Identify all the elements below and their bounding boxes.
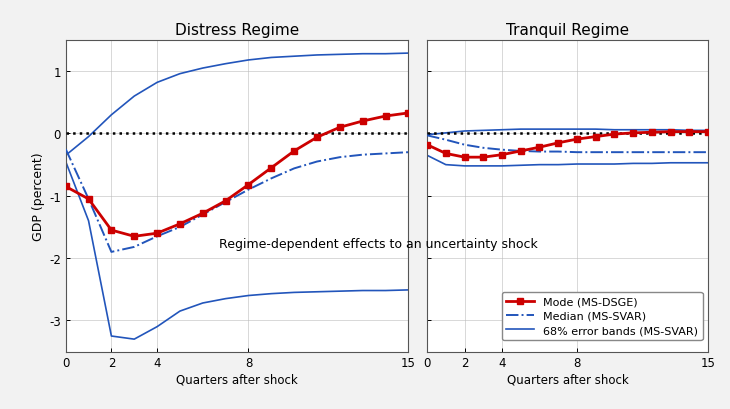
Title: Tranquil Regime: Tranquil Regime	[506, 23, 629, 38]
X-axis label: Quarters after shock: Quarters after shock	[176, 372, 298, 385]
Legend: Mode (MS-DSGE), Median (MS-SVAR), 68% error bands (MS-SVAR): Mode (MS-DSGE), Median (MS-SVAR), 68% er…	[502, 292, 702, 340]
Text: Regime-dependent effects to an uncertainty shock: Regime-dependent effects to an uncertain…	[219, 237, 538, 250]
Y-axis label: GDP (percent): GDP (percent)	[32, 152, 45, 240]
Title: Distress Regime: Distress Regime	[175, 23, 299, 38]
X-axis label: Quarters after shock: Quarters after shock	[507, 372, 629, 385]
